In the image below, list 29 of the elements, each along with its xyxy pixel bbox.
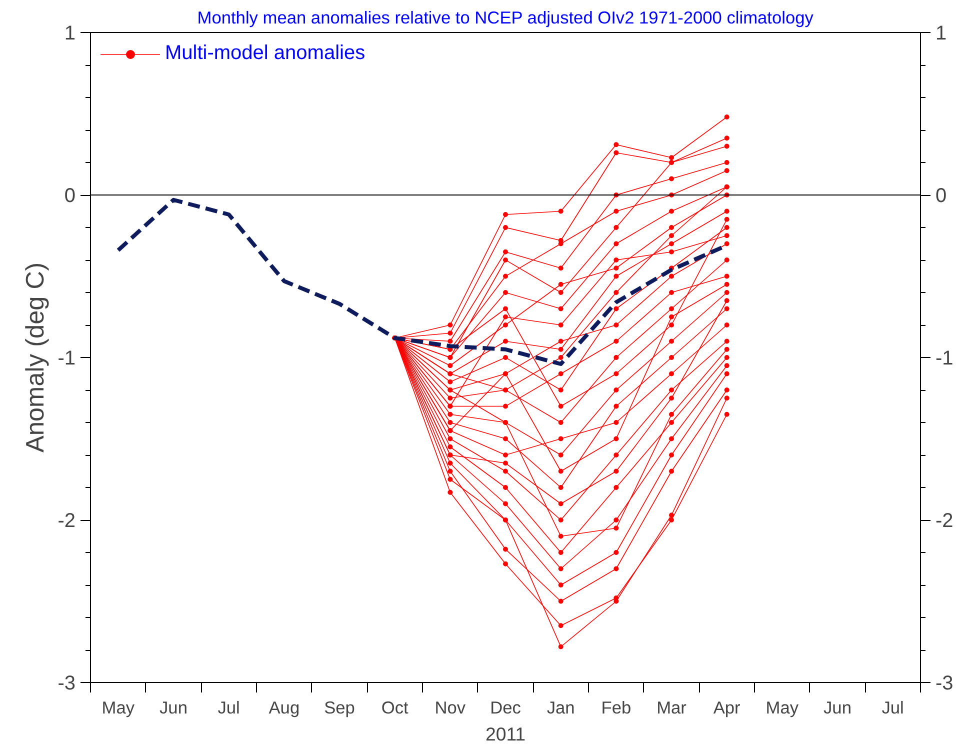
- x-tick-label: Dec: [490, 698, 522, 718]
- x-tick-label: Nov: [434, 698, 466, 718]
- x-tick-label: Jun: [160, 698, 188, 718]
- y-tick-label: -2: [58, 510, 76, 532]
- y-tick-label: -1: [58, 348, 76, 370]
- y-tick-label: -3: [58, 672, 76, 694]
- y2-tick-label: 1: [936, 22, 947, 44]
- y-axis-title: Anomaly (deg C): [22, 262, 50, 453]
- y2-tick-label: -2: [936, 510, 954, 532]
- y2-tick-label: -1: [936, 348, 954, 370]
- x-tick-label: Oct: [381, 698, 408, 718]
- x-tick-label: Apr: [713, 698, 741, 718]
- x-tick-label: May: [766, 698, 799, 718]
- x-tick-label: Sep: [324, 698, 355, 718]
- y2-tick-label: -3: [936, 672, 954, 694]
- x-tick-label: Jun: [824, 698, 852, 718]
- x-tick-label: Mar: [656, 698, 687, 718]
- x-tick-label: Jul: [882, 698, 904, 718]
- x-tick-label: Jan: [546, 698, 575, 718]
- y-tick-label: 0: [64, 185, 76, 207]
- text: 2011: [485, 724, 526, 744]
- x-tick-label: Feb: [601, 698, 632, 718]
- chart-title: Monthly mean anomalies relative to NCEP adjusted OIv2 1971-2000 climatology: [197, 8, 814, 28]
- x-tick-label: Aug: [268, 698, 300, 718]
- y-tick-label: 1: [64, 22, 76, 44]
- legend-label: Multi-model anomalies: [165, 42, 366, 65]
- y2-tick-label: 0: [936, 185, 947, 207]
- x-tick-label: Jul: [218, 698, 240, 718]
- x-tick-label: May: [102, 698, 135, 718]
